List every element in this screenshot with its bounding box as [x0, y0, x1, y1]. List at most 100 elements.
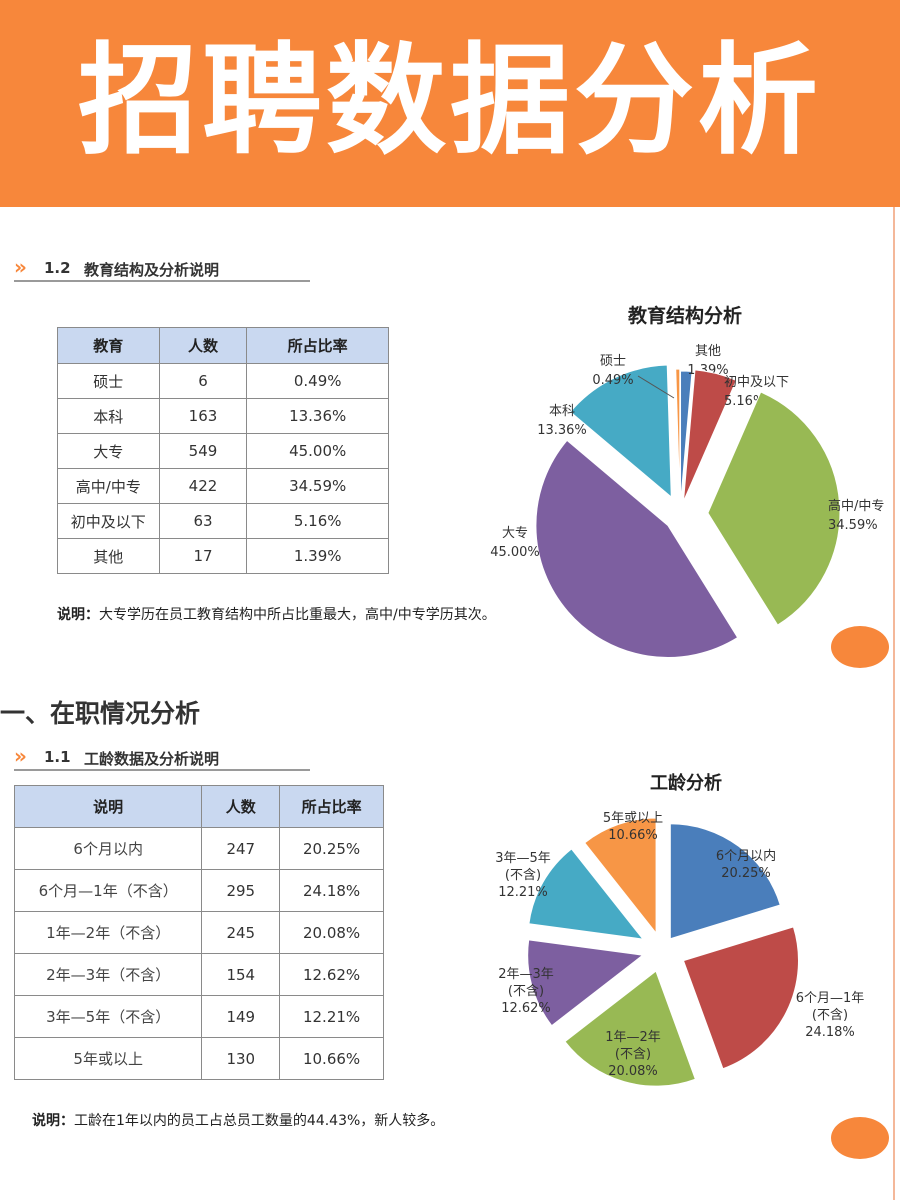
table-cell: 34.59%: [246, 468, 389, 504]
category-label: 初中及以下: [724, 375, 789, 390]
table-cell: 149: [201, 995, 281, 1038]
note-text: 大专学历在员工教育结构中所占比重最大，高中/中专学历其次。: [99, 607, 496, 623]
note-label: 说明：: [32, 1113, 74, 1129]
education-note: 说明：大专学历在员工教育结构中所占比重最大，高中/中专学历其次。: [57, 604, 496, 624]
table-cell: 422: [158, 468, 248, 504]
category-label: (不含): [615, 1046, 651, 1062]
table-row: 初中及以下 63 5.16%: [57, 503, 389, 539]
data-label: 20.08%: [608, 1064, 658, 1079]
category-label: 3年—5年: [495, 851, 551, 866]
category-label: (不含): [505, 867, 541, 883]
table-cell: 63: [158, 503, 248, 539]
category-label: (不含): [812, 1007, 848, 1023]
table-row: 其他 17 1.39%: [57, 538, 389, 574]
category-label: 5年或以上: [603, 811, 663, 826]
pie-slice: [564, 970, 696, 1087]
table-row: 6个月以内 247 20.25%: [13, 827, 384, 870]
note-label: 说明：: [57, 607, 99, 623]
table-cell: 163: [158, 398, 248, 434]
table-row: 硕士 6 0.49%: [57, 363, 389, 399]
category-label: 6个月以内: [716, 848, 776, 864]
table-cell: 5.16%: [246, 503, 389, 539]
table-row: 高中/中专 422 34.59%: [57, 468, 389, 504]
table-cell: 6个月—1年（不含）: [13, 869, 203, 912]
education-heading-text: 教育结构及分析说明: [84, 261, 220, 279]
chevron-right-icon: »: [14, 255, 27, 279]
table-cell: 本科: [57, 398, 160, 434]
table-cell: 295: [201, 869, 281, 912]
table-cell: 20.25%: [279, 827, 384, 870]
table-cell: 2年—3年（不含）: [13, 953, 203, 996]
table-cell: 245: [201, 911, 281, 954]
tenure-note: 说明：工龄在1年以内的员工占总员工数量的44.43%，新人较多。: [32, 1110, 444, 1130]
pie-slice: [675, 368, 681, 502]
pie-slice: [682, 926, 799, 1070]
category-label: 高中/中专: [828, 498, 884, 514]
table-cell: 247: [201, 827, 281, 870]
tenure-section-heading: » 1.1 工龄数据及分析说明: [14, 744, 310, 771]
table-header-row: 说明 人数 所占比率: [13, 785, 384, 828]
table-cell: 3年—5年（不含）: [13, 995, 203, 1038]
table-row: 3年—5年（不含） 149 12.21%: [13, 995, 384, 1038]
table-cell: 大专: [57, 433, 160, 469]
pie-slice: [535, 439, 739, 658]
category-label: 本科: [549, 404, 575, 419]
pie-slice: [528, 848, 645, 940]
category-label: 2年—3年: [498, 967, 554, 982]
category-label: 大专: [502, 526, 528, 541]
table-cell: 1.39%: [246, 538, 389, 574]
heading-divider: [14, 769, 310, 771]
category-label: (不含): [508, 983, 544, 999]
data-label: 10.66%: [608, 828, 658, 843]
data-label: 34.59%: [828, 518, 878, 533]
table-cell: 10.66%: [279, 1037, 384, 1080]
table-row: 5年或以上 130 10.66%: [13, 1037, 384, 1080]
right-border-rule: [893, 207, 895, 1200]
education-table: 教育 人数 所占比率 硕士 6 0.49% 本科 163 13.36% 大专 549 45.00…: [57, 327, 389, 574]
education-heading-number: 1.2: [44, 259, 71, 277]
table-cell: 6个月以内: [13, 827, 203, 870]
tenure-table: 说明 人数 所占比率 6个月以内 247 20.25% 6个月—1年（不含） 295 24…: [13, 785, 384, 1080]
table-row: 6个月—1年（不含） 295 24.18%: [13, 869, 384, 912]
decorative-dot: [831, 626, 889, 668]
table-cell: 549: [158, 433, 248, 469]
table-row: 2年—3年（不含） 154 12.62%: [13, 953, 384, 996]
pie-slice: [682, 369, 737, 502]
column-header: 所占比率: [279, 785, 384, 828]
table-row: 1年—2年（不含） 245 20.08%: [13, 911, 384, 954]
data-label: 12.21%: [498, 885, 548, 900]
education-section-heading: » 1.2 教育结构及分析说明: [14, 255, 310, 282]
page-title: 招聘数据分析: [78, 32, 822, 171]
table-header-row: 教育 人数 所占比率: [57, 327, 389, 364]
column-header: 教育: [57, 327, 160, 364]
pie-slice: [569, 364, 672, 499]
column-header: 说明: [13, 785, 203, 828]
data-label: 20.25%: [721, 866, 771, 881]
data-label: 13.36%: [537, 423, 587, 438]
note-text: 工龄在1年以内的员工占总员工数量的44.43%，新人较多。: [74, 1113, 445, 1129]
leader-line: [637, 375, 675, 399]
table-cell: 154: [201, 953, 281, 996]
column-header: 所占比率: [246, 327, 389, 364]
tenure-pie-chart: 工龄分析6个月以内20.25%6个月—1年(不含)24.18%1年—2年(不含)…: [495, 772, 865, 1087]
table-cell: 13.36%: [246, 398, 389, 434]
column-header: 人数: [158, 327, 248, 364]
pie-slice: [527, 939, 644, 1027]
category-label: 6个月—1年: [796, 991, 865, 1006]
table-cell: 其他: [57, 538, 160, 574]
table-cell: 45.00%: [246, 433, 389, 469]
table-cell: 24.18%: [279, 869, 384, 912]
pie-slice: [680, 370, 693, 504]
pie-slice: [707, 391, 841, 626]
data-label: 0.49%: [592, 373, 633, 388]
tenure-heading-text: 工龄数据及分析说明: [84, 750, 220, 768]
table-cell: 17: [158, 538, 248, 574]
table-cell: 初中及以下: [57, 503, 160, 539]
data-label: 45.00%: [490, 545, 540, 560]
chart-title: 教育结构分析: [628, 304, 742, 327]
table-cell: 硕士: [57, 363, 160, 399]
pie-slice: [669, 823, 781, 940]
education-pie-chart: 教育结构分析其他1.39%初中及以下5.16%高中/中专34.59%大专45.0…: [490, 304, 884, 658]
table-cell: 0.49%: [246, 363, 389, 399]
data-label: 12.62%: [501, 1001, 551, 1016]
